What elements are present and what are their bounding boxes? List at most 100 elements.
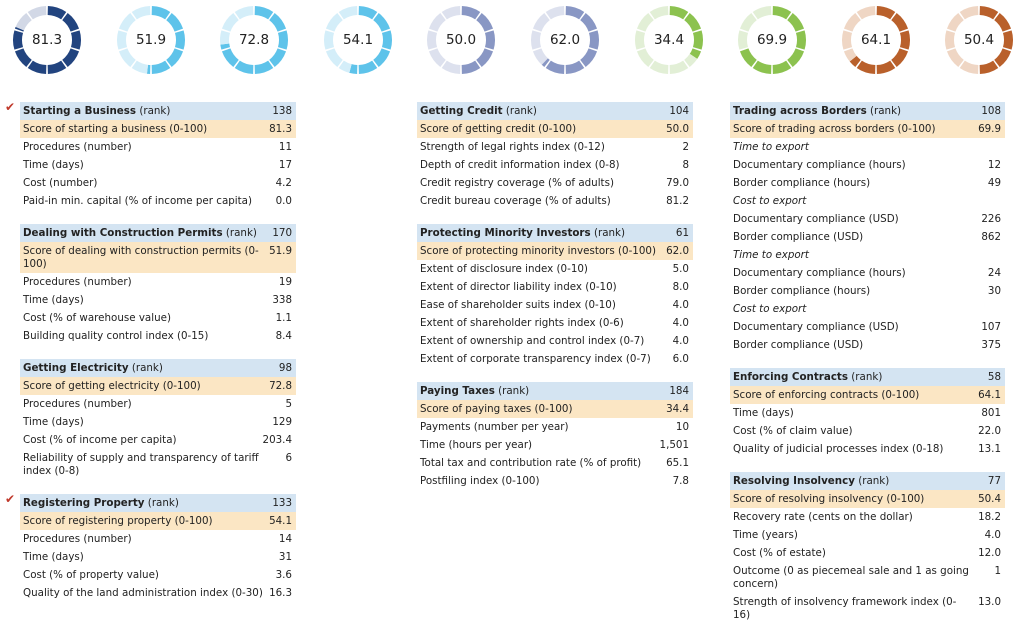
section-header[interactable]: Paying Taxes (rank) 184 bbox=[417, 382, 693, 400]
indicator-row: Building quality control index (0-15) 8.4 bbox=[20, 327, 296, 345]
indicator-label: Extent of ownership and control index (0… bbox=[420, 334, 645, 347]
gauge-segment bbox=[669, 60, 689, 74]
indicator-row: Time (hours per year) 1,501 bbox=[417, 436, 693, 454]
indicator-label: Ease of shareholder suits index (0-10) bbox=[420, 298, 616, 311]
indicator-label: Documentary compliance (USD) bbox=[733, 212, 899, 225]
section-header[interactable]: Getting Electricity (rank) 98 bbox=[20, 359, 296, 377]
gauge-segment bbox=[787, 13, 805, 32]
indicator-value: 129 bbox=[272, 415, 292, 428]
section-header[interactable]: Dealing with Construction Permits (rank)… bbox=[20, 224, 296, 242]
section-header-label: Registering Property (rank) bbox=[23, 497, 272, 510]
gauge-segment bbox=[752, 6, 772, 20]
section-header[interactable]: Enforcing Contracts (rank) 58 bbox=[730, 368, 1005, 386]
gauge-segment bbox=[541, 58, 550, 67]
section-header[interactable]: ✔ Starting a Business (rank) 138 bbox=[5, 101, 296, 120]
indicator-value: 4.0 bbox=[984, 528, 1001, 541]
gauge-segment bbox=[324, 30, 335, 50]
gauge-segment bbox=[532, 48, 548, 65]
indicator-label: Cost to export bbox=[733, 194, 807, 207]
gauge-segment bbox=[635, 30, 646, 50]
indicator-row: Quality of judicial processes index (0-1… bbox=[730, 440, 1005, 458]
indicator-label: Quality of judicial processes index (0-1… bbox=[733, 442, 944, 455]
indicator-section: ✔ Registering Property (rank) 133 Score of … bbox=[5, 493, 296, 602]
section-header-label: Trading across Borders (rank) bbox=[733, 105, 981, 118]
gauge-ring bbox=[117, 6, 185, 74]
indicator-value: 226 bbox=[981, 212, 1001, 225]
gauge-ring bbox=[842, 6, 910, 74]
indicator-label: Credit bureau coverage (% of adults) bbox=[420, 194, 611, 207]
indicator-label: Documentary compliance (hours) bbox=[733, 158, 906, 171]
gauge-segment bbox=[221, 48, 239, 67]
section-title: Resolving Insolvency bbox=[733, 474, 855, 487]
indicator-row: Procedures (number) 11 bbox=[20, 138, 296, 156]
score-gauge: 64.1 bbox=[841, 5, 911, 75]
indicator-label: Score of trading across borders (0-100) bbox=[733, 122, 936, 135]
section-header-label: Enforcing Contracts (rank) bbox=[733, 371, 988, 384]
gauge-segment bbox=[476, 48, 494, 67]
indicator-row: Outcome (0 as piecemeal sale and 1 as go… bbox=[730, 562, 1005, 593]
indicator-row: Ease of shareholder suits index (0-10) 4.… bbox=[417, 296, 693, 314]
gauge-segment bbox=[795, 30, 806, 50]
rank-value: 170 bbox=[272, 226, 292, 239]
score-row: Score of getting electricity (0-100) 72.8 bbox=[20, 377, 296, 395]
gauge-segment bbox=[70, 30, 82, 50]
indicator-row: Total tax and contribution rate (% of pr… bbox=[417, 454, 693, 472]
indicator-label: Building quality control index (0-15) bbox=[23, 329, 209, 342]
rank-value: 138 bbox=[272, 104, 292, 117]
gauge-segment bbox=[349, 64, 358, 74]
indicator-row: Cost (% of income per capita) 203.4 bbox=[20, 431, 296, 449]
indicator-row: Border compliance (USD) 862 bbox=[730, 228, 1005, 246]
indicator-row: Reliability of supply and transparency o… bbox=[20, 449, 296, 480]
score-gauge: 69.9 bbox=[737, 5, 807, 75]
gauge-segment bbox=[532, 13, 550, 32]
rank-value: 58 bbox=[987, 370, 1001, 383]
indicator-label: Time (years) bbox=[733, 528, 798, 541]
gauge-segment bbox=[580, 13, 598, 32]
gauge-segment bbox=[979, 6, 999, 20]
gauge-segment bbox=[234, 6, 254, 20]
subheading-row: Cost to export bbox=[730, 192, 1005, 210]
indicator-row: Quality of the land administration index… bbox=[20, 584, 296, 602]
indicator-value: 13.0 bbox=[978, 595, 1001, 608]
gauge-segment bbox=[565, 60, 585, 74]
indicator-section: Enforcing Contracts (rank) 58 Score of enf… bbox=[730, 368, 1005, 458]
indicator-value: 6.0 bbox=[672, 352, 689, 365]
gauge-segment bbox=[787, 48, 805, 67]
checkmark-icon: ✔ bbox=[5, 492, 16, 506]
gauge-segment bbox=[739, 13, 757, 32]
indicator-section: Getting Credit (rank) 104 Score of getting… bbox=[417, 102, 693, 210]
indicator-row: Extent of disclosure index (0-10) 5.0 bbox=[417, 260, 693, 278]
indicator-label: Score of protecting minority investors (… bbox=[420, 244, 656, 257]
indicator-row: Cost (% of claim value) 22.0 bbox=[730, 422, 1005, 440]
gauge-segment bbox=[14, 48, 32, 67]
rank-label: (rank) bbox=[870, 104, 902, 117]
rank-value: 61 bbox=[675, 226, 689, 239]
section-header[interactable]: Protecting Minority Investors (rank) 61 bbox=[417, 224, 693, 242]
gauge-segment bbox=[118, 13, 136, 32]
indicator-value: 14 bbox=[278, 532, 292, 545]
indicator-row: Extent of shareholder rights index (0-6)… bbox=[417, 314, 693, 332]
section-header[interactable]: ✔ Registering Property (rank) 133 bbox=[5, 493, 296, 512]
gauge-segment bbox=[151, 60, 171, 74]
section-title: Protecting Minority Investors bbox=[420, 226, 591, 239]
score-row: Score of resolving insolvency (0-100) 50.… bbox=[730, 490, 1005, 508]
indicator-value: 49 bbox=[987, 176, 1001, 189]
checkmark-icon: ✔ bbox=[5, 100, 16, 114]
section-header[interactable]: Trading across Borders (rank) 108 bbox=[730, 102, 1005, 120]
indicator-value: 4.0 bbox=[672, 334, 689, 347]
section-title: Paying Taxes bbox=[420, 384, 495, 397]
gauge-ring bbox=[324, 6, 392, 74]
gauge-segment bbox=[843, 48, 857, 62]
gauge-segment bbox=[636, 13, 654, 32]
gauge-segment bbox=[876, 6, 896, 20]
section-header[interactable]: Resolving Insolvency (rank) 77 bbox=[730, 472, 1005, 490]
section-header[interactable]: Getting Credit (rank) 104 bbox=[417, 102, 693, 120]
indicator-value: 203.4 bbox=[262, 433, 292, 446]
gauge-segment bbox=[772, 60, 792, 74]
section-header-label: Paying Taxes (rank) bbox=[420, 385, 669, 398]
gauge-ring bbox=[12, 6, 82, 74]
gauge-segment bbox=[531, 30, 542, 50]
indicator-value: 8.0 bbox=[672, 280, 689, 293]
gauge-segment bbox=[772, 6, 792, 20]
indicator-row: Procedures (number) 19 bbox=[20, 273, 296, 291]
